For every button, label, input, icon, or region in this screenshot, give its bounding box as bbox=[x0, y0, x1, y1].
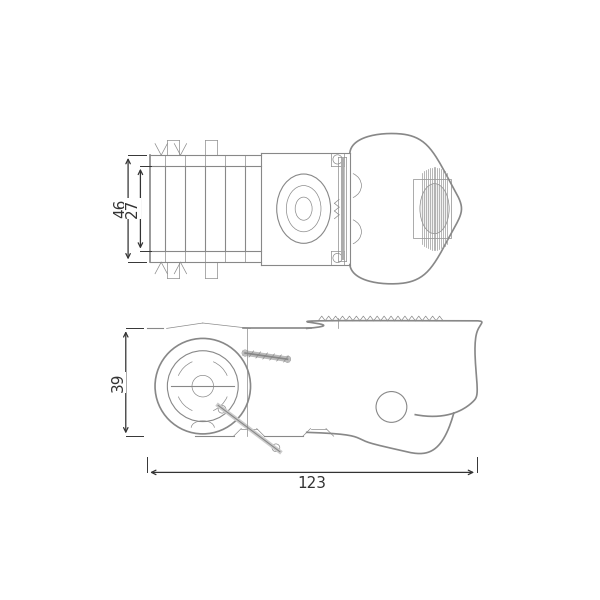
Circle shape bbox=[218, 406, 226, 413]
Text: 46: 46 bbox=[113, 199, 128, 218]
Circle shape bbox=[242, 350, 248, 356]
Ellipse shape bbox=[420, 184, 449, 233]
Text: 123: 123 bbox=[298, 476, 326, 491]
Circle shape bbox=[284, 356, 290, 362]
Text: 27: 27 bbox=[125, 199, 140, 218]
Text: 39: 39 bbox=[110, 373, 125, 392]
Bar bbox=[413, 179, 451, 238]
Circle shape bbox=[272, 444, 280, 452]
